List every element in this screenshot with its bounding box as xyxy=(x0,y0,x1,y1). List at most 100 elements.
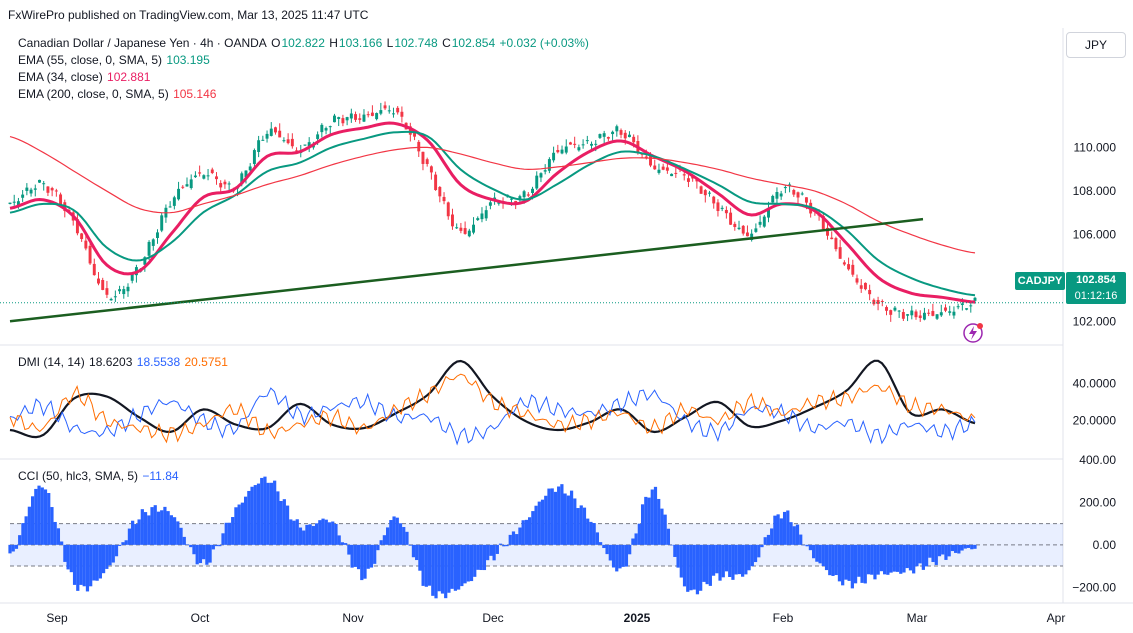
cci-bar xyxy=(273,480,277,545)
cci-bar xyxy=(576,508,580,545)
cci-bar xyxy=(708,544,712,586)
candle-body xyxy=(50,188,54,191)
cci-bar xyxy=(482,544,487,571)
candle-body xyxy=(349,113,353,119)
candle-body xyxy=(783,187,787,189)
legend-ema34[interactable]: EMA (34, close) 102.881 xyxy=(18,70,151,84)
cci-bar xyxy=(66,544,70,570)
lightning-alert-icon[interactable] xyxy=(962,322,984,344)
cci-bar xyxy=(789,522,793,545)
cci-bar xyxy=(266,482,270,545)
cci-bar xyxy=(618,544,622,569)
cci-bar xyxy=(450,544,454,589)
cci-bar xyxy=(670,544,674,546)
candle-body xyxy=(269,128,273,136)
cci-bar xyxy=(50,507,54,545)
cci-bar xyxy=(841,544,845,586)
cci-value: −11.84 xyxy=(142,469,179,483)
candle-body xyxy=(611,131,615,135)
candle-body xyxy=(619,130,623,135)
cci-bar xyxy=(98,544,102,579)
cci-bar xyxy=(699,544,703,591)
cci-bar xyxy=(163,506,167,545)
cci-bar xyxy=(47,493,51,545)
candle-body xyxy=(421,151,425,164)
candle-body xyxy=(509,198,513,200)
candle-body xyxy=(682,174,686,176)
candle-body xyxy=(12,201,16,203)
candle-body xyxy=(944,307,947,311)
cci-bar xyxy=(389,520,393,545)
candle-body xyxy=(295,150,299,152)
candle-body xyxy=(8,202,12,204)
candle-body xyxy=(775,192,779,199)
candle-body xyxy=(198,172,202,174)
cci-bar xyxy=(250,486,254,545)
cci-axis-label: −200.00 xyxy=(1072,580,1116,594)
cci-bar xyxy=(392,516,396,545)
candle-body xyxy=(826,227,829,236)
candle-body xyxy=(324,128,328,131)
cci-bar xyxy=(108,544,112,566)
cci-bar xyxy=(279,500,283,545)
cci-axis-label: 400.00 xyxy=(1079,453,1116,467)
cci-bar xyxy=(92,544,96,581)
candle-body xyxy=(615,126,619,132)
bar-countdown: 01:12:16 xyxy=(1074,290,1118,302)
legend-ema200[interactable]: EMA (200, close, 0, SMA, 5) 105.146 xyxy=(18,87,217,101)
cci-bar xyxy=(905,544,909,569)
cci-bar xyxy=(750,544,754,567)
candle-body xyxy=(345,117,349,121)
candle-body xyxy=(105,288,109,295)
candle-body xyxy=(771,195,775,203)
time-axis-label: Feb xyxy=(773,611,794,625)
cci-bar xyxy=(569,490,574,545)
symbol-title[interactable]: Canadian Dollar / Japanese Yen · 4h · OA… xyxy=(18,36,267,50)
candle-body xyxy=(927,312,931,314)
cci-bar xyxy=(724,544,729,572)
candle-body xyxy=(333,115,336,123)
cci-bar xyxy=(747,544,751,571)
currency-button[interactable]: JPY xyxy=(1066,32,1126,58)
candle-body xyxy=(379,110,383,114)
cci-bar xyxy=(124,540,128,545)
cci-bar xyxy=(334,523,338,545)
cci-bar xyxy=(937,544,942,557)
cci-bar xyxy=(234,507,238,545)
candle-body xyxy=(177,188,181,200)
cci-bar xyxy=(143,512,148,545)
candle-body xyxy=(590,143,593,146)
cci-bar xyxy=(498,543,503,545)
cci-bar xyxy=(508,534,512,545)
cci-bar xyxy=(292,520,296,545)
cci-bar xyxy=(347,544,351,555)
cci-bar xyxy=(599,542,603,545)
cci-bar xyxy=(653,486,658,545)
legend-ema55[interactable]: EMA (55, close, 0, SMA, 5) 103.195 xyxy=(18,53,211,67)
cci-bar xyxy=(537,501,541,545)
candle-body xyxy=(366,114,370,116)
cci-bar xyxy=(179,527,183,545)
cci-bar xyxy=(912,544,916,574)
price-axis-label: 110.000 xyxy=(1074,140,1117,154)
cci-bar xyxy=(579,505,583,545)
candle-body xyxy=(484,210,488,219)
cci-bar xyxy=(340,542,345,545)
cci-bar xyxy=(444,544,448,599)
legend-cci[interactable]: CCI (50, hlc3, SMA, 5) −11.84 xyxy=(18,469,180,483)
cci-bar xyxy=(85,544,90,592)
cci-bar xyxy=(353,544,357,567)
candle-body xyxy=(838,247,842,259)
cci-bar xyxy=(966,544,971,548)
candle-body xyxy=(383,105,387,109)
cci-bar xyxy=(534,505,538,545)
cci-bar xyxy=(666,528,671,545)
cci-bar xyxy=(195,544,199,565)
candle-body xyxy=(278,130,282,138)
legend-dmi[interactable]: DMI (14, 14) 18.6203 18.5538 20.5751 xyxy=(18,355,229,369)
cci-bar xyxy=(408,544,412,546)
cci-bar xyxy=(331,521,335,545)
cci-bar xyxy=(970,544,974,550)
candle-body xyxy=(282,140,286,142)
